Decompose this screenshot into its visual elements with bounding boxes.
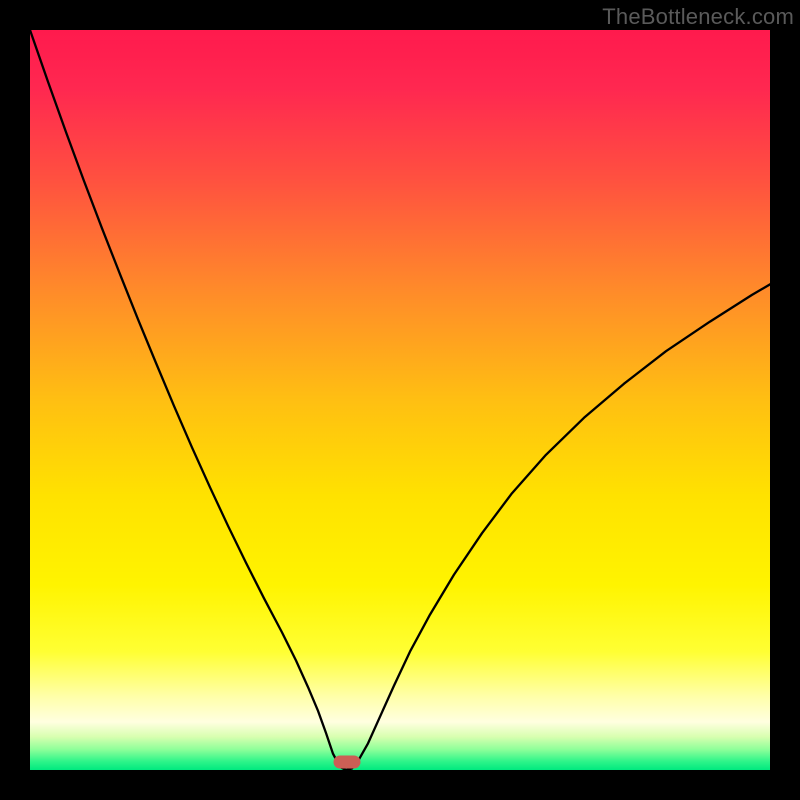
chart-svg	[0, 0, 800, 800]
optimum-marker	[334, 756, 361, 769]
watermark-text: TheBottleneck.com	[602, 4, 794, 30]
chart-root: TheBottleneck.com	[0, 0, 800, 800]
plot-area	[30, 30, 770, 770]
